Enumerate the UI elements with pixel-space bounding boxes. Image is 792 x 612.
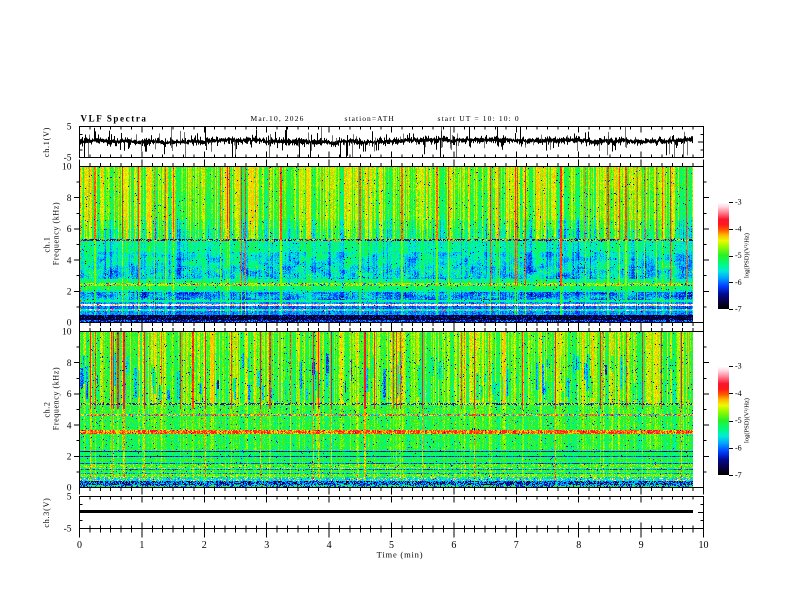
svg-text:8: 8 [67,194,72,204]
svg-text:station=ATH: station=ATH [345,114,395,123]
svg-text:-6: -6 [735,443,742,452]
svg-text:4: 4 [327,540,332,551]
svg-text:Mar.10, 2026: Mar.10, 2026 [251,114,305,123]
svg-text:-7: -7 [735,471,742,480]
svg-text:-3: -3 [735,362,742,371]
svg-text:4: 4 [67,421,72,431]
svg-text:5: 5 [389,540,394,551]
svg-text:10: 10 [699,540,709,551]
svg-text:-4: -4 [735,225,742,234]
svg-text:ch.1(V): ch.1(V) [42,127,51,157]
svg-text:ch.2: ch.2 [43,402,52,418]
svg-text:Frequency (kHz): Frequency (kHz) [52,367,61,430]
svg-text:5: 5 [67,123,72,133]
svg-text:4: 4 [67,256,72,266]
svg-text:3: 3 [264,540,269,551]
svg-text:-5: -5 [735,251,742,260]
svg-text:VLF Spectra: VLF Spectra [81,114,148,124]
svg-text:Frequency (kHz): Frequency (kHz) [52,202,61,265]
svg-text:5: 5 [67,493,72,503]
svg-text:0: 0 [67,484,72,494]
svg-text:-5: -5 [735,416,742,425]
svg-text:0: 0 [77,540,82,551]
svg-text:0: 0 [67,319,72,329]
svg-text:6: 6 [451,540,456,551]
svg-text:log(PSD)(V²/Hz): log(PSD)(V²/Hz) [744,398,751,443]
svg-text:8: 8 [67,359,72,369]
svg-text:-5: -5 [64,154,72,164]
svg-text:log(PSD)(V²/Hz): log(PSD)(V²/Hz) [744,233,751,278]
svg-text:6: 6 [67,225,72,235]
svg-text:9: 9 [639,540,644,551]
svg-text:start UT = 10: 10: 0: start UT = 10: 10: 0 [438,114,520,123]
svg-text:Time (min): Time (min) [377,550,424,560]
svg-text:-6: -6 [735,278,742,287]
svg-text:2: 2 [67,288,72,298]
svg-text:7: 7 [514,540,519,551]
svg-text:-4: -4 [735,389,742,398]
svg-text:-5: -5 [64,525,72,535]
svg-text:6: 6 [67,390,72,400]
svg-text:1: 1 [139,540,144,551]
svg-text:2: 2 [67,453,72,463]
svg-text:8: 8 [576,540,581,551]
svg-text:ch.1: ch.1 [43,237,52,253]
svg-text:10: 10 [62,328,72,338]
svg-text:ch.3(V): ch.3(V) [42,497,51,527]
svg-text:10: 10 [62,163,72,173]
svg-text:2: 2 [202,540,207,551]
svg-text:-3: -3 [735,198,742,207]
svg-text:-7: -7 [735,305,742,314]
